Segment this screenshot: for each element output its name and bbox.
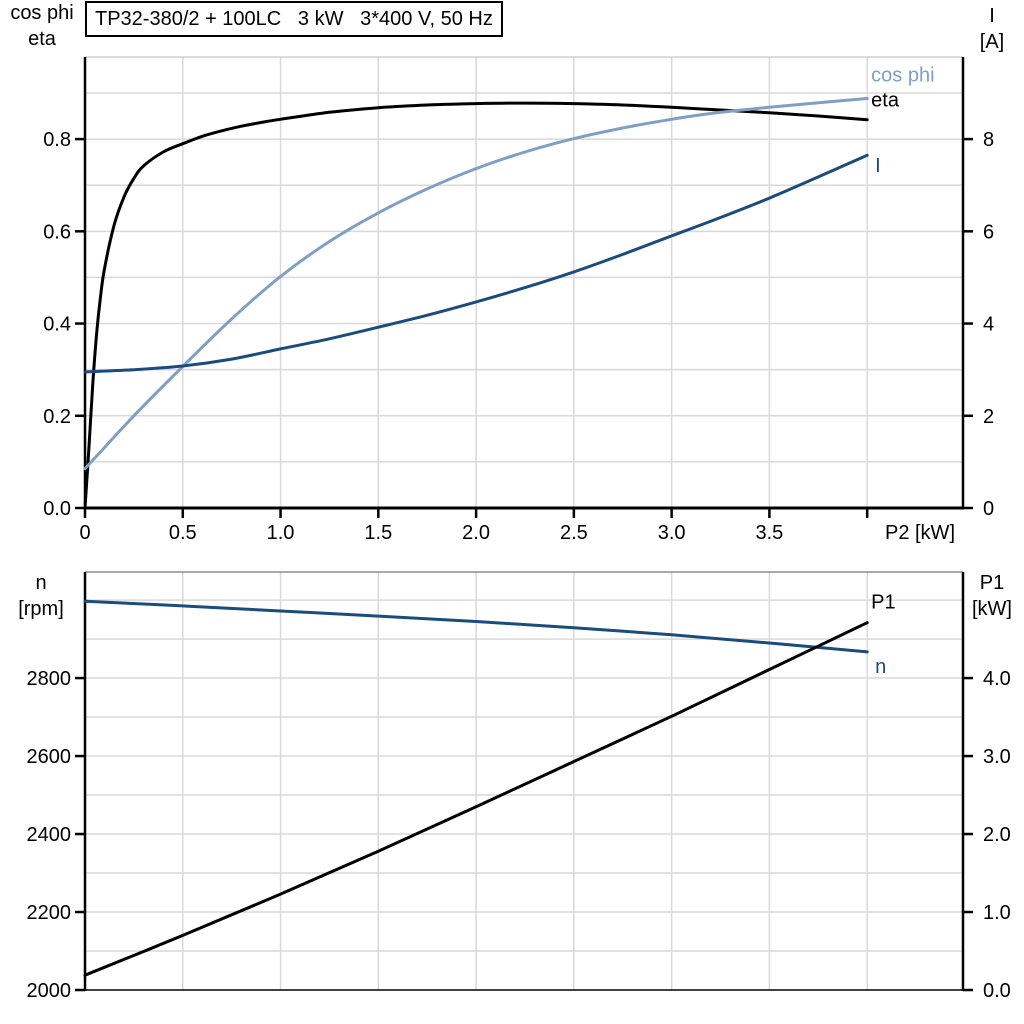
bottom-left-axis-title: n [rpm] — [0, 570, 82, 622]
x-axis-tick-label: 1.5 — [364, 522, 392, 544]
right-axis-tick-label: 4.0 — [983, 668, 1011, 690]
x-axis-tick-label: 3.5 — [756, 522, 784, 544]
curve-n — [83, 599, 869, 654]
curve-P1 — [83, 621, 869, 977]
right-axis-tick-label: 2 — [983, 406, 994, 428]
left-axis-tick-label: 2400 — [27, 824, 72, 846]
x-axis-tick-label: 3.0 — [658, 522, 686, 544]
chart-title-box: TP32-380/2 + 100LC 3 kW 3*400 V, 50 Hz — [85, 1, 503, 37]
right-axis-tick-label: 4 — [983, 314, 994, 336]
bottom-right-axis-title: P1 [kW] — [962, 570, 1022, 622]
curve-label-I: I — [875, 155, 881, 177]
right-axis-tick-label: 8 — [983, 129, 994, 151]
x-axis-tick-label: 0 — [79, 522, 90, 544]
left-axis-tick-label: 2000 — [27, 980, 72, 1002]
left-axis-tick-label: 2200 — [27, 902, 72, 924]
left-axis-tick-label: 0.4 — [43, 314, 71, 336]
right-axis-tick-label: 1.0 — [983, 902, 1011, 924]
rpm-axis-title-line1: n — [35, 572, 47, 594]
curve-eta — [83, 101, 869, 510]
x-axis-title: P2 [kW] — [885, 522, 955, 544]
right-axis-tick-label: 3.0 — [983, 746, 1011, 768]
curve-I — [83, 153, 869, 374]
x-axis-tick-label: 1.0 — [267, 522, 295, 544]
curve-cos_phi — [83, 97, 869, 471]
x-axis-tick-label: 0.5 — [169, 522, 197, 544]
left-axis-tick-label: 2600 — [27, 746, 72, 768]
top-left-axis-title: cos phi eta — [0, 0, 84, 52]
left-axis-tick-label: 0.6 — [43, 221, 71, 243]
right-axis-tick-label: 2.0 — [983, 824, 1011, 846]
curve-label-n: n — [875, 656, 886, 678]
left-axis-title-line2: eta — [28, 28, 56, 50]
p1-axis-title-line1: P1 — [979, 572, 1005, 594]
left-axis-tick-label: 2800 — [27, 668, 72, 690]
left-axis-tick-label: 0.8 — [43, 129, 71, 151]
right-axis-title-line1: I — [989, 5, 995, 27]
left-axis-tick-label: 0.2 — [43, 406, 71, 428]
curve-label-P1: P1 — [871, 592, 895, 614]
curve-label-eta: eta — [871, 90, 900, 112]
x-axis-tick-label: 2.0 — [462, 522, 490, 544]
right-axis-tick-label: 0 — [983, 498, 994, 520]
right-axis-tick-label: 6 — [983, 221, 994, 243]
left-axis-tick-label: 0.0 — [43, 498, 71, 520]
left-axis-title-line1: cos phi — [10, 2, 74, 24]
x-axis-tick-label: 2.5 — [560, 522, 588, 544]
top-right-axis-title: I [A] — [962, 3, 1022, 55]
curve-label-cos_phi: cos phi — [871, 65, 934, 87]
p1-axis-title-line2: [kW] — [972, 598, 1012, 620]
rpm-axis-title-line2: [rpm] — [18, 598, 64, 620]
right-axis-title-line2: [A] — [979, 31, 1005, 53]
chart-title: TP32-380/2 + 100LC 3 kW 3*400 V, 50 Hz — [95, 7, 493, 30]
right-axis-tick-label: 0.0 — [983, 980, 1011, 1002]
